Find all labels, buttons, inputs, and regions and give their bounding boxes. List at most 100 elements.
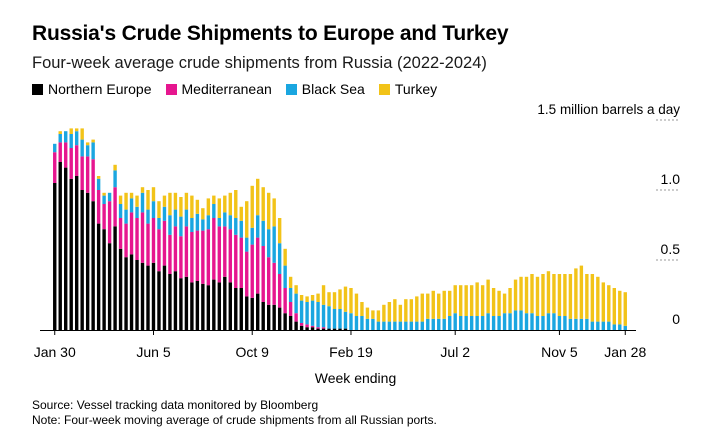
bar-segment <box>305 296 309 302</box>
bar-segment <box>74 128 79 132</box>
bar-segment <box>184 209 189 227</box>
bar-segment <box>349 288 353 314</box>
bar-segment <box>508 313 512 330</box>
bar-segment <box>217 198 222 218</box>
bar-segment <box>250 297 254 330</box>
bar-segment <box>124 223 128 258</box>
bar-segment <box>239 220 243 238</box>
x-tick-label: Jun 5 <box>136 344 170 360</box>
bar-segment <box>234 218 238 235</box>
bar-segment <box>212 195 216 204</box>
bar-segment <box>74 176 79 330</box>
bar-segment <box>574 318 578 330</box>
bar-segment <box>618 324 622 330</box>
bar-segment <box>190 195 194 218</box>
bar-segment <box>327 328 331 330</box>
bar-segment <box>168 215 172 235</box>
bar-segment <box>321 304 326 328</box>
bar-segment <box>58 142 62 162</box>
bar-segment <box>58 131 62 134</box>
bar-segment <box>184 226 189 277</box>
bar-segment <box>64 131 68 143</box>
bar-segment <box>206 285 211 330</box>
bar-segment <box>404 321 408 330</box>
bar-segment <box>316 327 320 329</box>
bar-segment <box>557 316 562 330</box>
bar-segment <box>458 316 463 330</box>
bar-segment <box>85 192 90 330</box>
bar-segment <box>437 318 441 330</box>
bar-segment <box>398 321 403 330</box>
bar-segment <box>91 201 95 330</box>
bar-segment <box>151 262 156 330</box>
bar-segment <box>480 316 485 330</box>
bar-segment <box>69 148 73 179</box>
bar-segment <box>623 292 627 326</box>
bar-segment <box>316 293 320 302</box>
bar-segment <box>58 162 62 330</box>
bar-segment <box>354 316 359 330</box>
bar-segment <box>349 313 353 330</box>
bar-segment <box>256 215 260 238</box>
bar-segment <box>118 218 123 249</box>
bar-segment <box>228 215 232 230</box>
bar-segment <box>151 201 156 218</box>
bar-segment <box>310 327 315 330</box>
bar-segment <box>343 328 348 330</box>
bar-segment <box>294 293 298 314</box>
bar-segment <box>256 237 260 294</box>
bar-segment <box>387 321 392 330</box>
bar-segment <box>464 316 468 330</box>
bar-segment <box>118 195 123 204</box>
bar-segment <box>234 234 238 288</box>
bar-segment <box>266 192 271 230</box>
bar-segment <box>162 265 167 330</box>
bar-segment <box>217 282 222 330</box>
bar-segment <box>168 234 172 274</box>
bar-segment <box>585 274 589 319</box>
bar-segment <box>250 244 254 298</box>
bar-segment <box>316 328 320 330</box>
bar-segment <box>590 321 595 330</box>
bar-segment <box>415 296 419 322</box>
y-axis-labels: 0 0.5 1.0 1.5 million barrels a day <box>537 102 680 327</box>
bar-segment <box>162 195 167 207</box>
legend: Northern Europe Mediterranean Black Sea … <box>32 81 451 97</box>
bar-segment <box>398 304 403 322</box>
legend-item-northern-europe: Northern Europe <box>32 81 152 97</box>
bar-segment <box>135 206 139 218</box>
legend-item-mediterranean: Mediterranean <box>165 81 272 97</box>
bar-segment <box>195 213 200 231</box>
bar-segment <box>283 288 287 314</box>
bar-segment <box>266 257 271 305</box>
bar-segment <box>415 321 419 330</box>
bar-segment <box>480 285 485 316</box>
bar-segment <box>552 274 556 314</box>
bar-segment <box>338 328 342 330</box>
bar-segment <box>491 288 496 316</box>
bar-segment <box>118 204 123 218</box>
bar-segment <box>409 321 414 330</box>
bar-segment <box>607 285 611 322</box>
bar-segment <box>448 290 452 316</box>
y-tick-label: 1.0 <box>661 171 681 187</box>
bar-segment <box>343 311 348 329</box>
bar-segment <box>250 227 254 245</box>
bar-segment <box>201 283 205 330</box>
legend-swatch-turkey <box>378 83 390 95</box>
bar-segment <box>404 299 408 322</box>
bar-segment <box>223 195 227 213</box>
bar-segment <box>129 192 134 199</box>
bar-segment <box>365 318 370 330</box>
bar-segment <box>288 276 293 288</box>
bar-segment <box>212 279 216 330</box>
bar-segment <box>563 274 567 316</box>
bar-segment <box>338 289 342 309</box>
bar-segment <box>53 143 57 153</box>
bar-segment <box>118 248 123 330</box>
bar-segment <box>140 187 145 193</box>
bar-segment <box>239 288 243 330</box>
bar-segment <box>502 313 507 330</box>
bar-segment <box>96 178 101 190</box>
